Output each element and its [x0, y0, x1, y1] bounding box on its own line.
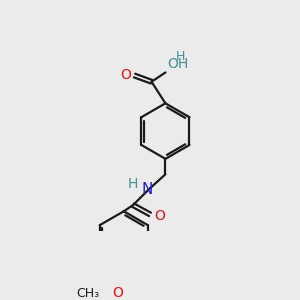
Text: O: O: [120, 68, 131, 82]
Text: H: H: [176, 50, 186, 63]
Text: OH: OH: [168, 57, 189, 71]
Text: H: H: [127, 176, 138, 190]
Text: CH₃: CH₃: [76, 286, 99, 299]
Text: O: O: [154, 209, 165, 223]
Text: N: N: [141, 182, 153, 197]
Text: O: O: [112, 286, 123, 300]
